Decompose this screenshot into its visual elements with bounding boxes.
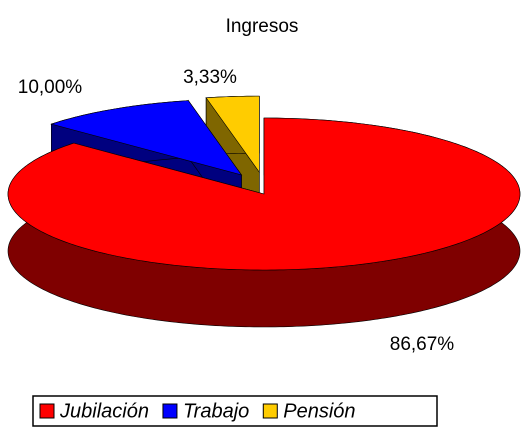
pie-slice [50,100,243,176]
pie-slice [205,95,260,174]
chart-title: Ingresos [226,16,299,37]
legend-label: Pensión [283,400,355,422]
legend-swatch [162,403,178,419]
pie-slice [7,117,521,271]
legend-box [32,395,438,427]
slice [7,117,521,328]
slice-label: 10,00% [18,77,83,98]
legend-label: Trabajo [183,400,249,422]
slice-label: 86,67% [390,334,455,355]
slice-label: 3,33% [183,67,237,88]
legend-label: Jubilación [59,400,149,422]
legend-swatch [262,403,278,419]
legend-swatch [39,403,55,419]
